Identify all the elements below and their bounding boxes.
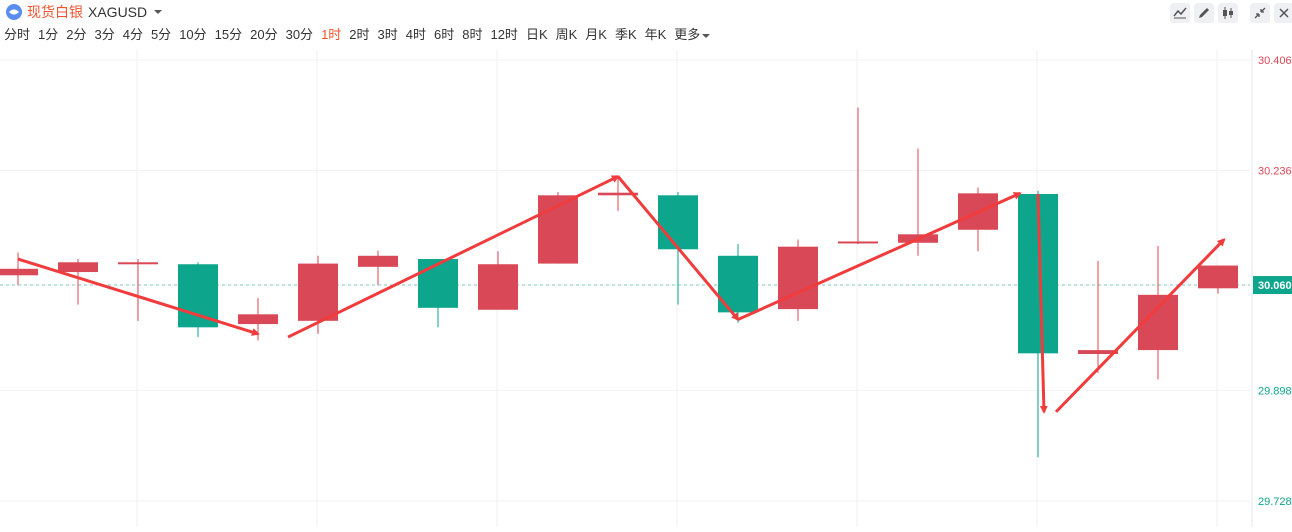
y-tick-label-4: 29.728 xyxy=(1258,496,1292,508)
trend-arrow-0 xyxy=(17,257,260,336)
candle-body-14 xyxy=(838,241,878,244)
chart-header: 现货白银 XAGUSD xyxy=(0,0,1292,24)
silver-logo-icon xyxy=(6,4,22,20)
trend-arrow-2 xyxy=(616,175,740,322)
period-tab-20[interactable]: 季K xyxy=(614,27,637,42)
trend-arrow-4 xyxy=(1036,193,1048,414)
trend-arrow-3 xyxy=(737,191,1022,321)
trend-arrow-1 xyxy=(287,175,620,339)
shrink-icon[interactable] xyxy=(1250,3,1270,23)
pen-icon[interactable] xyxy=(1194,3,1214,23)
candle-body-3 xyxy=(178,264,218,328)
line-tool-icon[interactable] xyxy=(1170,3,1190,23)
period-tab-4[interactable]: 4分 xyxy=(122,27,143,42)
candle-body-2 xyxy=(118,262,158,265)
period-tab-3[interactable]: 3分 xyxy=(94,27,115,42)
close-icon[interactable] xyxy=(1274,3,1292,23)
period-tab-5[interactable]: 5分 xyxy=(150,27,172,42)
period-tab-11[interactable]: 2时 xyxy=(349,27,370,42)
y-tick-label-3: 29.898 xyxy=(1258,385,1292,397)
period-tab-17[interactable]: 日K xyxy=(525,27,548,42)
period-tab-0[interactable]: 分时 xyxy=(4,27,31,42)
candle-body-18 xyxy=(1078,350,1118,354)
candle-body-6 xyxy=(358,255,398,267)
candle-body-7 xyxy=(418,259,458,308)
period-tab-16[interactable]: 12时 xyxy=(490,27,518,42)
last-price-label: 30.060 xyxy=(1258,280,1292,292)
trend-arrow-5 xyxy=(1054,238,1226,413)
last-price-tag xyxy=(1253,276,1292,295)
candle-body-20 xyxy=(1198,265,1238,289)
period-tab-19[interactable]: 月K xyxy=(585,27,607,42)
period-tab-22[interactable]: 更多 xyxy=(670,26,714,46)
period-tab-9[interactable]: 30分 xyxy=(285,27,314,42)
period-tab-12[interactable]: 3时 xyxy=(377,27,398,42)
candle-body-1 xyxy=(58,262,98,273)
period-tab-2[interactable]: 2分 xyxy=(66,27,87,42)
period-tab-10[interactable]: 1时 xyxy=(321,27,342,42)
candle-body-8 xyxy=(478,264,518,310)
candle-body-0 xyxy=(0,268,38,276)
chevron-down-icon xyxy=(154,10,163,14)
candle-body-4 xyxy=(238,314,278,325)
y-tick-label-1: 30.236 xyxy=(1258,166,1292,178)
symbol-selector[interactable]: 现货白银 XAGUSD xyxy=(6,2,163,22)
period-tab-14[interactable]: 6时 xyxy=(434,27,455,42)
symbol-code: XAGUSD xyxy=(88,4,148,20)
period-tab-18[interactable]: 周K xyxy=(555,27,578,42)
period-tab-21[interactable]: 年K xyxy=(644,27,667,42)
period-tab-8[interactable]: 20分 xyxy=(250,27,278,42)
period-tab-7[interactable]: 15分 xyxy=(214,27,243,42)
candle-body-10 xyxy=(598,192,638,196)
candle-body-5 xyxy=(298,263,338,321)
period-tabs: 分时 1分 2分 3分 4分 5分 10分 15分 20分 30分 1时 2时 3时 4时 6时 8时 12时日… xyxy=(0,26,714,46)
period-tab-13[interactable]: 4时 xyxy=(405,27,426,42)
candle-style-icon[interactable] xyxy=(1218,3,1238,23)
period-tab-6[interactable]: 10分 xyxy=(179,27,207,42)
symbol-name: 现货白银 xyxy=(27,4,83,20)
period-tab-1[interactable]: 1分 xyxy=(38,27,59,42)
period-tab-15[interactable]: 8时 xyxy=(462,27,483,42)
y-tick-label-0: 30.406 xyxy=(1258,55,1292,67)
window-toolbar xyxy=(1250,3,1292,23)
drawing-toolbar xyxy=(1170,3,1238,23)
candle-body-11 xyxy=(658,195,698,250)
chevron-down-icon xyxy=(702,33,711,38)
